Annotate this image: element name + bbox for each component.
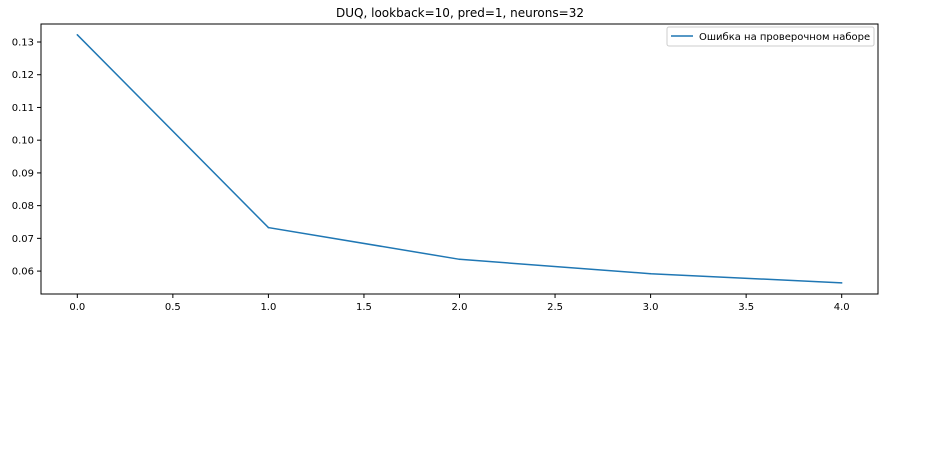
x-tick-label: 2.0: [452, 302, 468, 313]
axes-frame: [40, 23, 879, 295]
x-tick-label: 0.0: [69, 302, 85, 313]
x-tick-label: 0.5: [165, 302, 181, 313]
plot-area: 0.0 0.5 1.0 1.5 2.0 2.5 3.0 3.5 4.0 0.06 0.07 0.08…: [12, 23, 879, 313]
x-tick-label: 3.0: [643, 302, 659, 313]
x-tick-label: 1.0: [260, 302, 276, 313]
y-tick-label: 0.13: [12, 38, 34, 49]
y-tick-label: 0.06: [12, 267, 34, 278]
y-axis: 0.06 0.07 0.08 0.09 0.10 0.11 0.12 0.13: [12, 38, 41, 278]
y-tick-label: 0.10: [12, 136, 34, 147]
series-layer: [76, 34, 843, 284]
data-point: [840, 282, 843, 284]
data-point: [267, 226, 270, 229]
y-tick-label: 0.09: [12, 168, 34, 179]
legend: Ошибка на проверочном наборе: [666, 26, 875, 47]
x-tick-label: 3.5: [738, 302, 754, 313]
data-point: [458, 258, 461, 261]
x-axis: 0.0 0.5 1.0 1.5 2.0 2.5 3.0 3.5 4.0: [69, 294, 850, 313]
y-tick-label: 0.08: [12, 201, 34, 212]
series-line: [76, 34, 842, 284]
chart-title: DUQ, lookback=10, pred=1, neurons=32: [336, 6, 584, 20]
y-tick-label: 0.07: [12, 234, 34, 245]
data-point: [76, 34, 79, 36]
x-tick-label: 1.5: [356, 302, 372, 313]
y-tick-label: 0.11: [12, 103, 34, 114]
legend-box: [666, 26, 875, 47]
x-tick-label: 4.0: [834, 302, 850, 313]
x-tick-label: 2.5: [547, 302, 563, 313]
data-point: [649, 272, 652, 275]
y-tick-label: 0.12: [12, 70, 34, 81]
legend-label: Ошибка на проверочном наборе: [699, 32, 870, 43]
